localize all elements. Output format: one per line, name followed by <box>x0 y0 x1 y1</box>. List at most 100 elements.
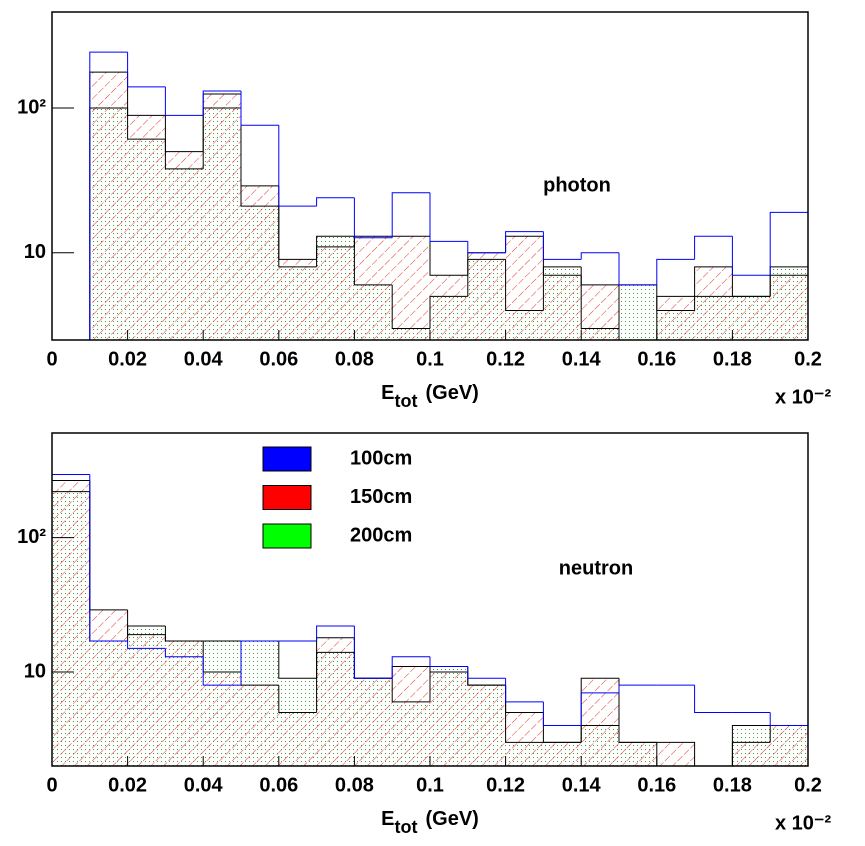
histogram-fill <box>89 72 128 340</box>
histogram-outline <box>316 197 355 207</box>
histogram-outline <box>391 192 430 238</box>
histogram-fill <box>505 712 544 766</box>
histogram-outline <box>618 684 657 693</box>
x-tick-label: 0.14 <box>562 348 602 370</box>
histogram-outline <box>505 678 544 703</box>
histogram-outline <box>240 90 279 126</box>
histogram-outline <box>694 266 733 297</box>
histogram-outline <box>353 652 393 679</box>
histogram-outline <box>353 637 393 679</box>
histogram-outline <box>89 51 128 340</box>
y-tick-label: 10 <box>24 660 46 682</box>
histogram-fill <box>656 742 695 766</box>
histogram-fill <box>127 634 166 766</box>
histogram-outline <box>429 295 468 329</box>
histogram-outline <box>505 685 544 743</box>
histogram-outline <box>694 235 733 260</box>
histogram-outline <box>240 640 279 686</box>
histogram-outline <box>240 107 279 207</box>
legend-swatch <box>262 446 312 472</box>
histogram-fill <box>430 672 468 766</box>
histogram-outline <box>316 651 355 679</box>
x-tick-label: 0.08 <box>335 348 374 370</box>
histogram-outline <box>505 259 544 311</box>
histogram-fill <box>241 685 279 766</box>
histogram-fill <box>694 266 733 340</box>
x-tick-label: 0.06 <box>259 774 298 796</box>
x-tick-label: 0.14 <box>562 774 602 796</box>
y-tick-label: 10² <box>17 96 46 118</box>
histogram-fill <box>392 666 430 766</box>
histogram-outline <box>89 474 128 642</box>
histogram-outline <box>429 236 468 276</box>
histogram-outline <box>391 284 430 330</box>
histogram-outline <box>694 685 733 714</box>
x-tick-label: 0.16 <box>637 348 676 370</box>
histogram-fill <box>543 742 582 766</box>
histogram-outline <box>127 107 166 140</box>
histogram-outline <box>89 480 128 611</box>
histogram-fill <box>89 609 128 766</box>
x-tick-label: 0.02 <box>108 774 147 796</box>
histogram-outline <box>656 284 695 311</box>
x-axis-label-unit: (GeV) <box>425 382 478 404</box>
histogram-outline <box>164 139 204 170</box>
histogram-outline <box>580 266 619 330</box>
x-tick-label: 0.2 <box>794 774 822 796</box>
histogram-outline <box>580 252 619 260</box>
histogram-outline <box>542 712 582 743</box>
histogram-fill <box>354 678 393 766</box>
histogram-fill <box>656 296 695 340</box>
histogram-fill <box>316 637 355 766</box>
x-tick-label: 0.1 <box>416 348 444 370</box>
histogram-fill <box>52 480 90 766</box>
histogram-outline <box>618 725 658 766</box>
histogram-outline <box>731 725 771 766</box>
histogram-outline <box>467 258 506 297</box>
x-axis-label: Etot (GeV) <box>381 808 479 836</box>
x-tick-label: 0.1 <box>416 774 444 796</box>
histogram-outline <box>467 666 506 679</box>
histogram-outline <box>164 648 204 658</box>
histogram-outline <box>542 231 582 260</box>
histogram-fill <box>241 185 279 340</box>
histogram-outline <box>391 678 430 703</box>
histogram-outline <box>542 266 582 311</box>
histogram-fill <box>165 151 204 340</box>
histogram-fill <box>278 259 317 340</box>
histogram-outline <box>164 115 204 153</box>
histogram-outline <box>353 197 393 239</box>
histogram-fill <box>165 641 204 766</box>
histogram-outline <box>731 266 771 297</box>
histogram-fill <box>127 115 166 340</box>
x-tick-label: 0.06 <box>259 348 298 370</box>
histogram-outline <box>316 625 355 642</box>
histogram-fill <box>770 725 808 766</box>
x-tick-label: 0.18 <box>713 774 752 796</box>
histogram-outline <box>618 678 657 743</box>
x-tick-label: 0.04 <box>184 774 224 796</box>
annotation: photon <box>543 174 611 196</box>
histogram-outline <box>127 72 166 116</box>
legend-label: 200cm <box>350 524 412 546</box>
histogram-fill <box>581 678 619 766</box>
histogram-outline <box>316 235 355 267</box>
histogram-outline <box>353 626 393 679</box>
x-tick-label: 0 <box>46 774 57 796</box>
histogram-fill <box>581 284 619 340</box>
histogram-outline <box>127 641 166 649</box>
x-axis-label-main: E <box>381 808 394 830</box>
histogram-outline <box>429 192 468 242</box>
x-tick-label: 0.04 <box>184 348 224 370</box>
legend-swatch <box>262 485 312 510</box>
histogram-fill <box>732 296 771 340</box>
legend-swatch <box>262 523 312 549</box>
x-tick-label: 0.18 <box>713 348 752 370</box>
histogram-outline <box>656 741 696 766</box>
histogram-outline <box>656 258 695 285</box>
histogram-fill <box>203 93 241 340</box>
histogram-outline <box>467 241 506 254</box>
x-axis-label-unit: (GeV) <box>425 808 478 830</box>
histogram-outline <box>542 701 582 727</box>
